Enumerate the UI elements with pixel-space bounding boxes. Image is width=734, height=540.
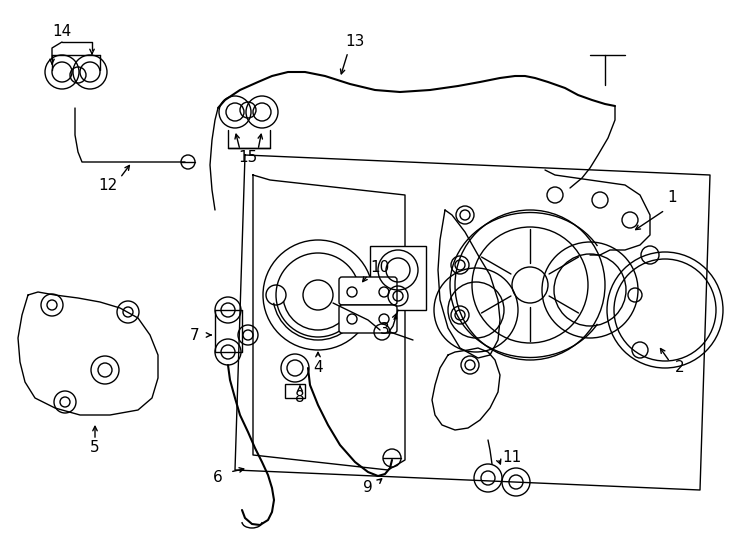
Text: 6: 6 xyxy=(213,470,223,485)
Text: 11: 11 xyxy=(502,450,522,465)
FancyBboxPatch shape xyxy=(339,277,397,305)
Text: 2: 2 xyxy=(675,361,685,375)
Polygon shape xyxy=(432,348,500,430)
Polygon shape xyxy=(235,155,710,490)
Text: 5: 5 xyxy=(90,441,100,456)
Polygon shape xyxy=(18,292,158,415)
Text: 3: 3 xyxy=(380,322,390,338)
FancyBboxPatch shape xyxy=(339,305,397,333)
Text: 9: 9 xyxy=(363,481,373,496)
Polygon shape xyxy=(253,175,405,470)
FancyBboxPatch shape xyxy=(370,246,426,310)
Text: 13: 13 xyxy=(345,35,365,50)
Text: 1: 1 xyxy=(667,191,677,206)
FancyBboxPatch shape xyxy=(285,384,305,398)
Text: 8: 8 xyxy=(295,390,305,406)
Text: 10: 10 xyxy=(371,260,390,275)
Text: 12: 12 xyxy=(98,178,117,192)
Polygon shape xyxy=(438,210,500,358)
Text: 14: 14 xyxy=(52,24,72,39)
Text: 15: 15 xyxy=(239,151,258,165)
Text: 4: 4 xyxy=(313,361,323,375)
Text: 7: 7 xyxy=(190,327,200,342)
